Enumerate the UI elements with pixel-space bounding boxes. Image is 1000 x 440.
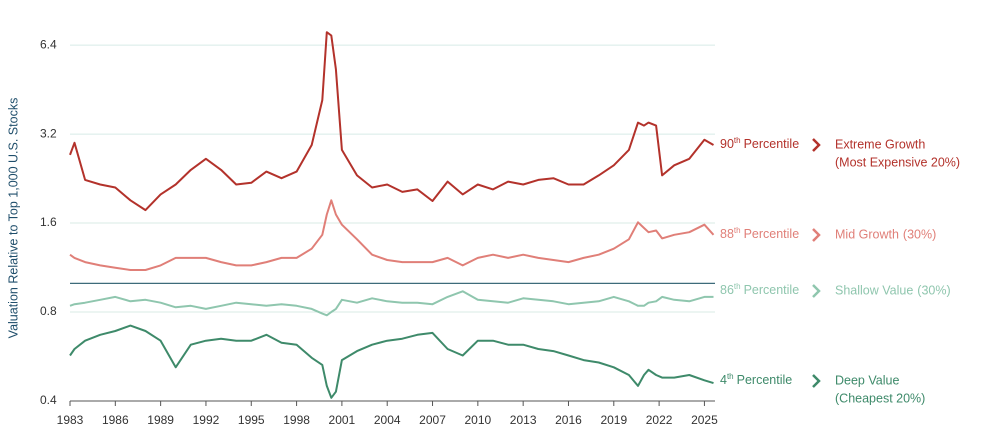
- rank-number: 90: [720, 137, 734, 151]
- series-line: [69, 199, 715, 271]
- y-tick-label: 0.8: [40, 304, 57, 318]
- y-tick-label: 6.4: [40, 37, 57, 51]
- rank-ordinal: th: [734, 226, 741, 235]
- legend-name: Extreme Growth: [835, 137, 925, 151]
- chevron: [812, 228, 821, 242]
- x-tick-label: 2007: [419, 413, 446, 427]
- legend-note: (30%): [903, 227, 936, 241]
- series-rank: 90th Percentile: [720, 136, 799, 151]
- x-tick-label: 1986: [102, 413, 129, 427]
- x-tick-label: 2016: [555, 413, 582, 427]
- y-tick-label: 3.2: [40, 126, 57, 140]
- x-tick-label: 2001: [329, 413, 356, 427]
- x-tick-label: 1995: [238, 413, 265, 427]
- legend-note: (Cheapest 20%): [835, 391, 925, 405]
- rank-number: 88: [720, 227, 734, 241]
- legend-name: Shallow Value: [835, 283, 913, 297]
- y-tick-label: 1.6: [40, 215, 57, 229]
- series-rank: 88th Percentile: [720, 226, 799, 241]
- chevron: [812, 374, 821, 388]
- x-tick-label: 2004: [374, 413, 401, 427]
- x-tick-label: 2013: [510, 413, 537, 427]
- x-tick-label: 2022: [646, 413, 673, 427]
- series-line: [69, 324, 714, 399]
- x-tick-label: 2025: [691, 413, 718, 427]
- x-tick-label: 1998: [283, 413, 310, 427]
- rank-number: 86: [720, 283, 734, 297]
- series-line: [69, 290, 714, 317]
- series-line: [69, 31, 714, 212]
- rank-number: 4: [720, 373, 727, 387]
- x-tick-label: 1983: [57, 413, 84, 427]
- series-rank: 86th Percentile: [720, 282, 799, 297]
- chevron: [812, 138, 821, 152]
- series-rank: 4th Percentile: [720, 372, 792, 387]
- rank-text: Percentile: [744, 283, 800, 297]
- rank-text: Percentile: [744, 137, 800, 151]
- rank-ordinal: th: [734, 136, 741, 145]
- y-axis-title: Valuation Relative to Top 1,000 U.S. Sto…: [6, 98, 20, 339]
- legend-name: Deep Value: [835, 373, 899, 387]
- rank-text: Percentile: [744, 227, 800, 241]
- x-tick-label: 2010: [464, 413, 491, 427]
- legend-note: (30%): [917, 283, 950, 297]
- x-tick-label: 1992: [193, 413, 220, 427]
- legend-note: (Most Expensive 20%): [835, 155, 960, 169]
- x-tick-label: 2019: [600, 413, 627, 427]
- rank-ordinal: th: [727, 372, 734, 381]
- rank-text: Percentile: [737, 373, 793, 387]
- rank-ordinal: th: [734, 282, 741, 291]
- chevron: [812, 284, 821, 298]
- legend-name: Mid Growth: [835, 227, 899, 241]
- y-tick-label: 0.4: [40, 393, 57, 407]
- x-tick-label: 1989: [147, 413, 174, 427]
